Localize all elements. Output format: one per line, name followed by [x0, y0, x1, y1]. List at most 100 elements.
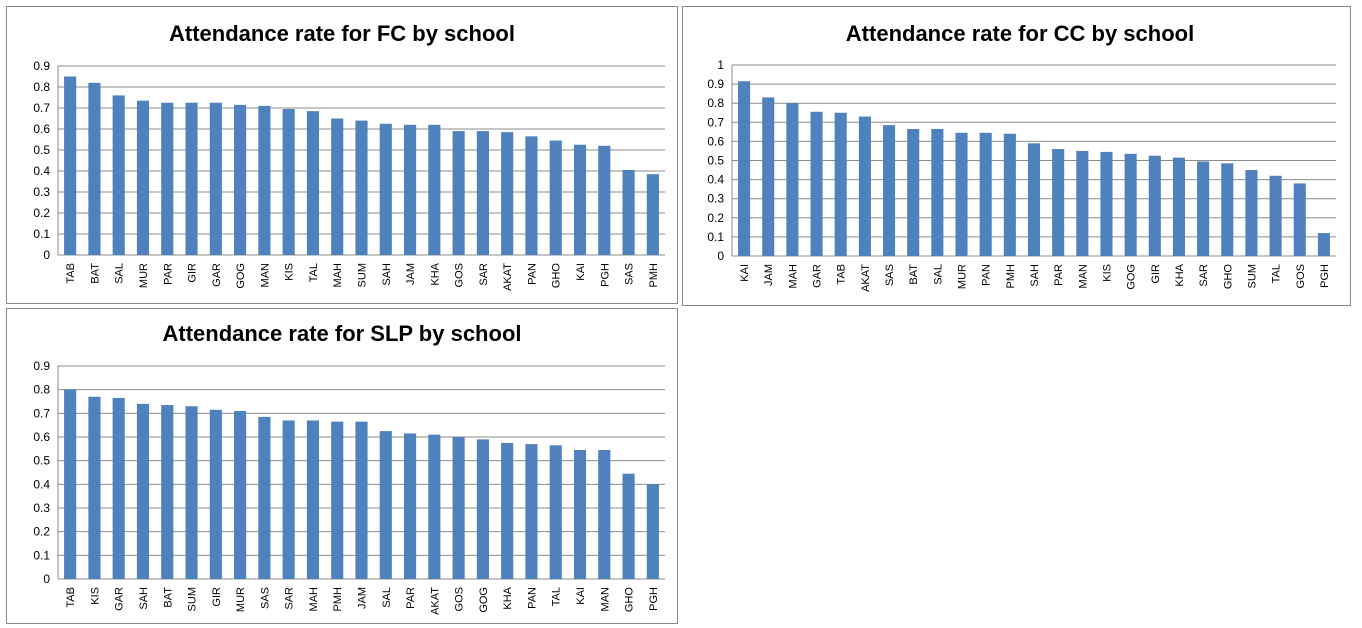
bar [476, 439, 489, 579]
x-tick-label: PAR [1053, 264, 1065, 286]
x-tick-label: KAI [739, 264, 751, 282]
bar [161, 405, 174, 579]
y-tick-label: 0.9 [707, 77, 724, 91]
x-tick-label: MUR [235, 587, 247, 612]
bar [185, 102, 198, 255]
x-tick-label: KIS [1101, 264, 1113, 282]
bar [64, 389, 77, 579]
y-tick-label: 0.6 [33, 122, 50, 136]
x-tick-label: GHO [1222, 264, 1234, 290]
y-tick-label: 0.9 [33, 59, 50, 73]
bar [136, 100, 150, 256]
y-tick-label: 0 [43, 572, 50, 586]
bar [1269, 175, 1282, 256]
y-tick-label: 0.1 [707, 230, 724, 244]
x-tick-label: PMH [648, 263, 660, 288]
bar [501, 132, 514, 255]
x-tick-label: BAT [162, 587, 174, 608]
bar [573, 144, 587, 255]
bar [598, 145, 611, 255]
x-tick-label: AKAT [502, 263, 514, 291]
bar [64, 76, 77, 255]
bar [955, 132, 968, 256]
bar [525, 444, 538, 579]
x-tick-label: GHO [624, 587, 636, 613]
x-tick-label: KIS [284, 263, 296, 281]
x-tick-label: SAH [138, 587, 150, 610]
bar [258, 105, 271, 256]
y-tick-label: 0.4 [33, 477, 50, 491]
bar [428, 434, 441, 579]
x-tick-label: SAS [884, 264, 896, 286]
y-tick-label: 0.5 [707, 154, 724, 168]
bar [858, 116, 871, 256]
x-tick-label: KAI [575, 263, 587, 281]
bar [403, 124, 417, 255]
x-tick-label: GAR [114, 587, 126, 611]
x-tick-label: PMH [1005, 264, 1017, 289]
bar [476, 131, 489, 255]
bar [234, 410, 247, 579]
x-tick-label: TAL [308, 263, 320, 282]
x-tick-label: SUM [357, 263, 369, 287]
x-tick-label: MAH [332, 263, 344, 288]
y-tick-label: 0.2 [33, 525, 50, 539]
bar [622, 473, 635, 579]
x-tick-label: SAL [381, 587, 393, 608]
x-tick-label: GIR [187, 263, 199, 283]
y-tick-label: 0.9 [33, 359, 50, 373]
x-tick-label: BAT [89, 263, 101, 284]
y-tick-label: 1 [717, 58, 724, 72]
y-tick-label: 0.4 [33, 164, 50, 178]
y-tick-label: 0.3 [33, 185, 50, 199]
x-tick-label: BAT [908, 264, 920, 285]
x-tick-label: TAB [65, 587, 77, 608]
bar [1052, 149, 1065, 256]
x-tick-label: PAN [526, 263, 538, 285]
x-tick-label: GHO [551, 263, 563, 289]
x-tick-label: GAR [812, 264, 824, 288]
bar [331, 421, 344, 579]
bar [88, 396, 101, 579]
bar [306, 111, 320, 256]
y-tick-label: 0.8 [33, 383, 50, 397]
bar [403, 433, 417, 579]
bar [549, 445, 562, 579]
bar [573, 450, 587, 579]
bar [979, 132, 992, 256]
x-tick-label: PAR [405, 587, 417, 609]
bar [1293, 183, 1306, 256]
x-tick-label: TAB [65, 263, 77, 284]
x-tick-label: SAR [478, 263, 490, 286]
bar [834, 112, 847, 256]
x-tick-label: PGH [599, 263, 611, 287]
x-tick-label: SAH [1029, 264, 1041, 287]
x-tick-label: SAS [259, 587, 271, 609]
x-tick-label: SAR [284, 587, 296, 610]
chart-title: Attendance rate for CC by school [846, 21, 1194, 46]
bar [355, 421, 368, 579]
bar [112, 95, 125, 256]
bar [1148, 155, 1161, 256]
chart-title: Attendance rate for FC by school [169, 21, 515, 46]
bar [931, 128, 944, 256]
y-tick-label: 0.2 [707, 211, 724, 225]
y-tick-label: 0.1 [33, 227, 50, 241]
y-tick-label: 0.5 [33, 454, 50, 468]
x-tick-label: MUR [138, 263, 150, 288]
x-tick-label: MAN [259, 263, 271, 288]
bar [379, 431, 392, 579]
x-tick-label: MAH [787, 264, 799, 289]
bar [209, 409, 222, 579]
bar [452, 131, 465, 255]
bar [209, 102, 222, 255]
y-tick-label: 0.5 [33, 143, 50, 157]
bar [786, 103, 799, 256]
bar [428, 124, 441, 255]
bar [1317, 233, 1330, 256]
bar [258, 416, 271, 579]
x-tick-label: JAM [405, 263, 417, 285]
x-tick-label: GOS [454, 587, 466, 611]
